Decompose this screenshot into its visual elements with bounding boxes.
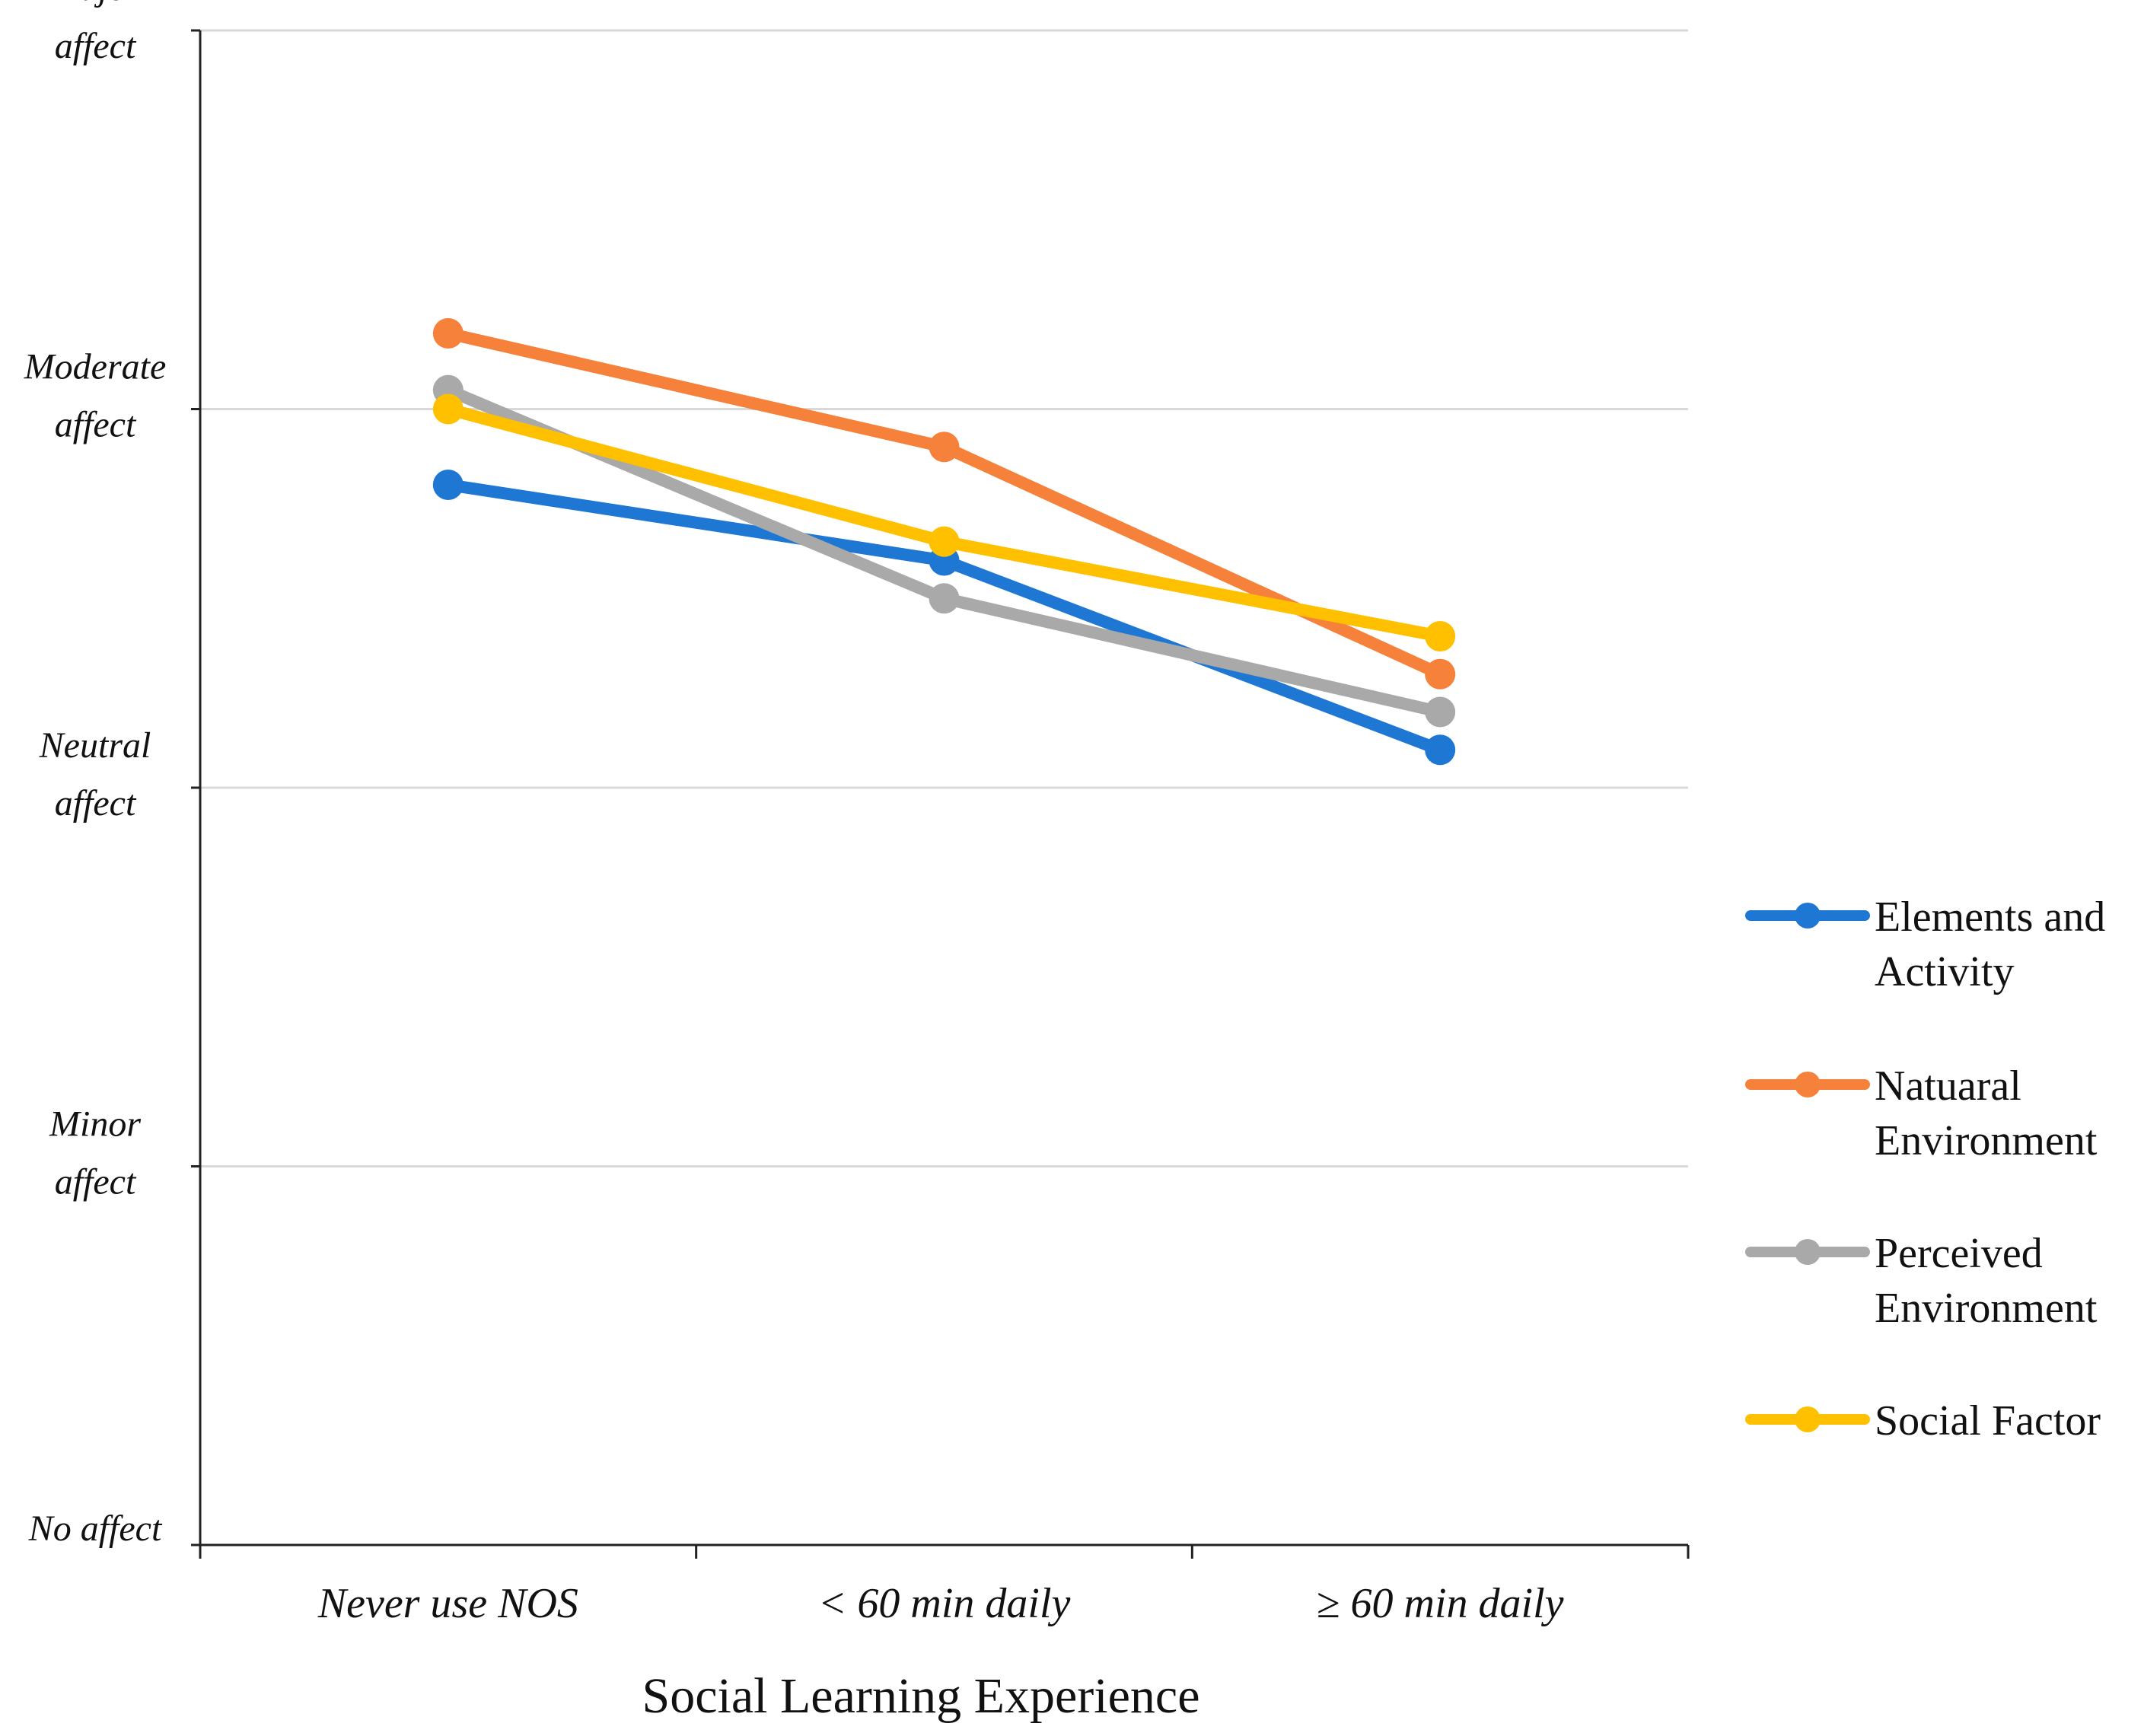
- x-tick-label: ≥ 60 min daily: [1317, 1580, 1564, 1627]
- y-tick-label: Moderate affect: [24, 347, 167, 445]
- legend-label-line: Natuaral: [1875, 1062, 2021, 1110]
- y-tick-label-line: affect: [55, 783, 137, 823]
- data-point: [1425, 658, 1456, 690]
- legend-swatch-marker: [1795, 1072, 1821, 1097]
- series-line: [441, 479, 1447, 757]
- x-tick-label: < 60 min daily: [818, 1580, 1071, 1627]
- legend-entry: Natuaral Environment: [1745, 1062, 2098, 1164]
- legend-label: Natuaral Environment: [1875, 1062, 2098, 1164]
- legend-label-line: Social Factor: [1875, 1397, 2101, 1445]
- legend-label: Perceived Environment: [1875, 1230, 2098, 1332]
- axes: [191, 29, 1690, 1559]
- data-point: [432, 393, 464, 425]
- series-lines: [432, 318, 1456, 766]
- y-tick-label-line: No affect: [28, 1508, 163, 1549]
- legend-entry: Perceived Environment: [1745, 1230, 2098, 1332]
- series: [432, 318, 1456, 690]
- series: [432, 393, 1456, 651]
- y-tick-label-line: affect: [55, 26, 137, 66]
- legend-label-line: Elements and: [1875, 893, 2105, 941]
- legend-label-line: Perceived: [1875, 1230, 2043, 1277]
- y-tick-label: Minor affect: [49, 1104, 141, 1202]
- y-tick-label: Neutral affect: [39, 725, 151, 823]
- data-point: [1425, 621, 1456, 651]
- data-point: [432, 318, 464, 349]
- data-point: [432, 470, 464, 500]
- legend-label: Social Factor: [1875, 1397, 2101, 1445]
- y-tick-label: Major affect: [49, 0, 141, 66]
- x-axis-label: Social Learning Experience: [642, 1668, 1200, 1724]
- legend-swatch-marker: [1795, 1406, 1821, 1432]
- data-point: [929, 526, 960, 557]
- legend-entry: Social Factor: [1745, 1397, 2101, 1445]
- legend-swatch-marker: [1795, 1239, 1821, 1265]
- y-tick-label-line: affect: [55, 405, 137, 445]
- legend-label: Elements and Activity: [1875, 893, 2105, 995]
- legend-label-line: Environment: [1875, 1285, 2098, 1332]
- data-point: [929, 432, 960, 463]
- y-tick-label-line: Major: [49, 0, 141, 8]
- data-point: [1425, 696, 1456, 728]
- data-point: [1425, 734, 1456, 766]
- legend-swatch-marker: [1795, 903, 1821, 929]
- y-tick-label: No affect: [28, 1508, 163, 1549]
- legend-label-line: Activity: [1875, 948, 2015, 995]
- y-tick-label-line: affect: [55, 1162, 137, 1202]
- y-tick-label-line: Moderate: [24, 347, 167, 387]
- legend-label-line: Environment: [1875, 1117, 2098, 1164]
- y-tick-label-line: Minor: [49, 1104, 141, 1145]
- legend-entry: Elements and Activity: [1745, 893, 2105, 995]
- data-point: [929, 583, 960, 614]
- x-tick-labels: Never use NOS < 60 min daily ≥ 60 min dail…: [317, 1580, 1564, 1627]
- x-tick-label: Never use NOS: [317, 1580, 578, 1627]
- y-tick-label-line: Neutral: [39, 725, 151, 766]
